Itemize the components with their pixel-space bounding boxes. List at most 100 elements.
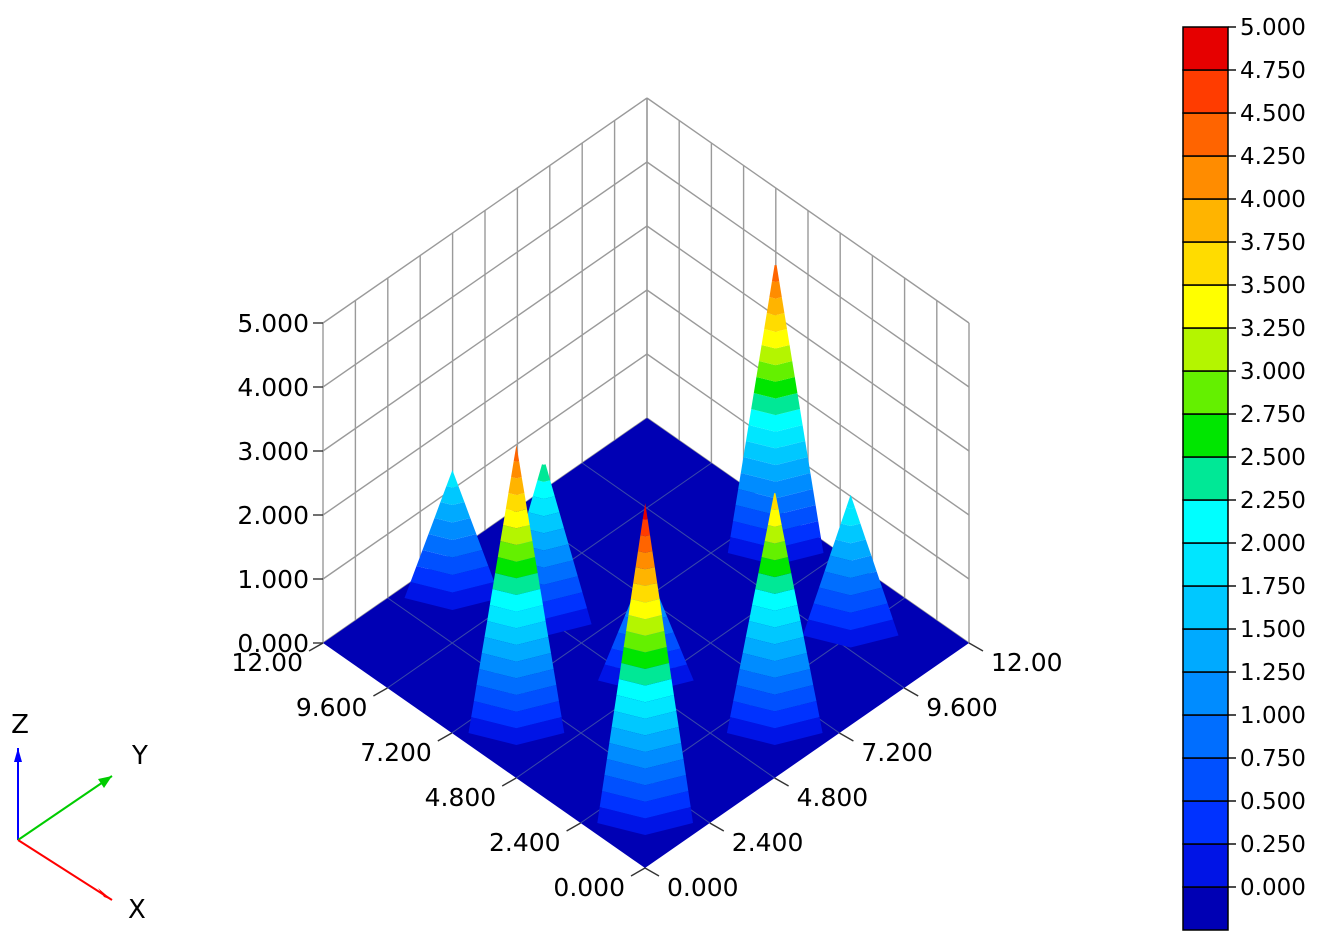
- triad-y-axis: [17, 775, 113, 841]
- colorbar-label: 4.500: [1240, 101, 1306, 127]
- grid-line: [322, 97, 648, 324]
- z-tick-label: 5.000: [237, 309, 309, 338]
- y-tick-mark: [968, 642, 984, 652]
- z-tick-label: 4.000: [237, 373, 309, 402]
- surface-band: [500, 525, 533, 545]
- surface-band: [476, 669, 557, 695]
- surface-band: [614, 695, 677, 719]
- surface: [323, 265, 969, 868]
- surface-band: [638, 535, 653, 553]
- surface-band: [733, 685, 817, 712]
- surface-band: [495, 557, 538, 579]
- surface-band: [759, 345, 793, 366]
- grid-line: [646, 225, 970, 452]
- surface-band: [772, 265, 780, 282]
- colorbar-band: [1182, 327, 1229, 372]
- triad-label-z: Z: [11, 710, 29, 740]
- colorbar-label: 3.500: [1240, 273, 1306, 299]
- axis-triad: Z Y X: [11, 710, 148, 925]
- surface-band: [752, 589, 798, 611]
- surface-band: [739, 653, 811, 678]
- grid-line: [322, 161, 648, 388]
- surface-band: [755, 573, 795, 594]
- surface-band: [748, 409, 803, 432]
- colorbar-band: [1182, 499, 1229, 544]
- surface-band: [740, 457, 811, 482]
- surface-band: [640, 519, 650, 537]
- surface-band: [489, 589, 543, 612]
- colorbar-label: 0.000: [1240, 875, 1306, 901]
- surface-band: [505, 493, 527, 512]
- surface-band: [497, 541, 535, 562]
- surface-band: [771, 493, 779, 510]
- floor-grid-line: [581, 462, 905, 689]
- surface-band: [597, 807, 693, 835]
- triad-x-axis: [17, 839, 113, 901]
- surface-band: [730, 701, 820, 729]
- surface-band: [484, 621, 549, 645]
- colorbar-band: [1182, 284, 1229, 329]
- surface-band: [808, 603, 893, 631]
- surface-band: [599, 791, 691, 819]
- x-tick-mark: [308, 642, 324, 652]
- surface-band: [434, 502, 471, 523]
- surface-band: [618, 663, 672, 686]
- surface-band: [769, 281, 782, 299]
- colorbar-band: [1182, 26, 1229, 71]
- surface-band: [746, 425, 806, 449]
- triad-z-arrow: [14, 748, 22, 762]
- surface-band: [410, 566, 495, 593]
- colorbar-label: 2.500: [1240, 445, 1306, 471]
- surface-peak: [597, 503, 693, 835]
- y-tick-label: 2.400: [732, 828, 804, 857]
- surface-band: [756, 361, 795, 382]
- colorbar-band: [1182, 628, 1229, 673]
- triad-label-x: X: [128, 895, 146, 925]
- surface-band: [513, 445, 520, 462]
- surface-peak: [468, 445, 565, 745]
- y-tick-mark: [903, 687, 919, 697]
- surface-band: [428, 518, 477, 540]
- surface-band: [761, 329, 790, 349]
- surface-band: [813, 587, 888, 613]
- surface-band: [742, 637, 807, 662]
- colorbar-band: [1182, 671, 1229, 716]
- colorbar-band: [1182, 155, 1229, 200]
- colorbar: 5.000 4.750 4.500 4.250 4.000 3.750 3.500 3.250…: [1182, 15, 1306, 931]
- x-tick-mark: [437, 732, 453, 742]
- surface-band: [630, 583, 660, 603]
- x-tick-mark: [501, 777, 517, 787]
- triad-label-y: Y: [131, 741, 148, 771]
- grid-line: [322, 289, 648, 516]
- surface-band: [508, 477, 525, 495]
- colorbar-band: [1182, 585, 1229, 630]
- surface-band: [753, 377, 798, 399]
- surface-band: [481, 637, 551, 662]
- surface-band: [846, 494, 855, 509]
- colorbar-band: [1182, 198, 1229, 243]
- colorbar-band: [1182, 886, 1229, 931]
- surface-band: [492, 573, 541, 595]
- surface-band: [761, 541, 788, 561]
- colorbar-label: 1.750: [1240, 574, 1306, 600]
- colorbar-label: 1.250: [1240, 660, 1306, 686]
- surface-band: [503, 509, 530, 529]
- colorbar-label: 5.000: [1240, 15, 1306, 41]
- surface-band: [440, 486, 465, 505]
- surface-band: [743, 441, 808, 466]
- surface-peak: [726, 493, 823, 745]
- surface-band: [604, 759, 686, 786]
- surface-band: [840, 507, 861, 526]
- surface-band: [623, 631, 667, 653]
- surface-band: [642, 503, 648, 520]
- x-tick-label: 12.00: [231, 648, 303, 677]
- surface-band: [628, 599, 662, 620]
- colorbar-band: [1182, 714, 1229, 759]
- triad-y-arrow: [98, 776, 112, 788]
- surface-band: [611, 711, 679, 736]
- surface-band: [416, 550, 489, 575]
- surface-band: [635, 551, 655, 570]
- surface-band: [621, 647, 670, 669]
- z-tick-label: 2.000: [237, 501, 309, 530]
- x-tick-mark: [630, 867, 646, 877]
